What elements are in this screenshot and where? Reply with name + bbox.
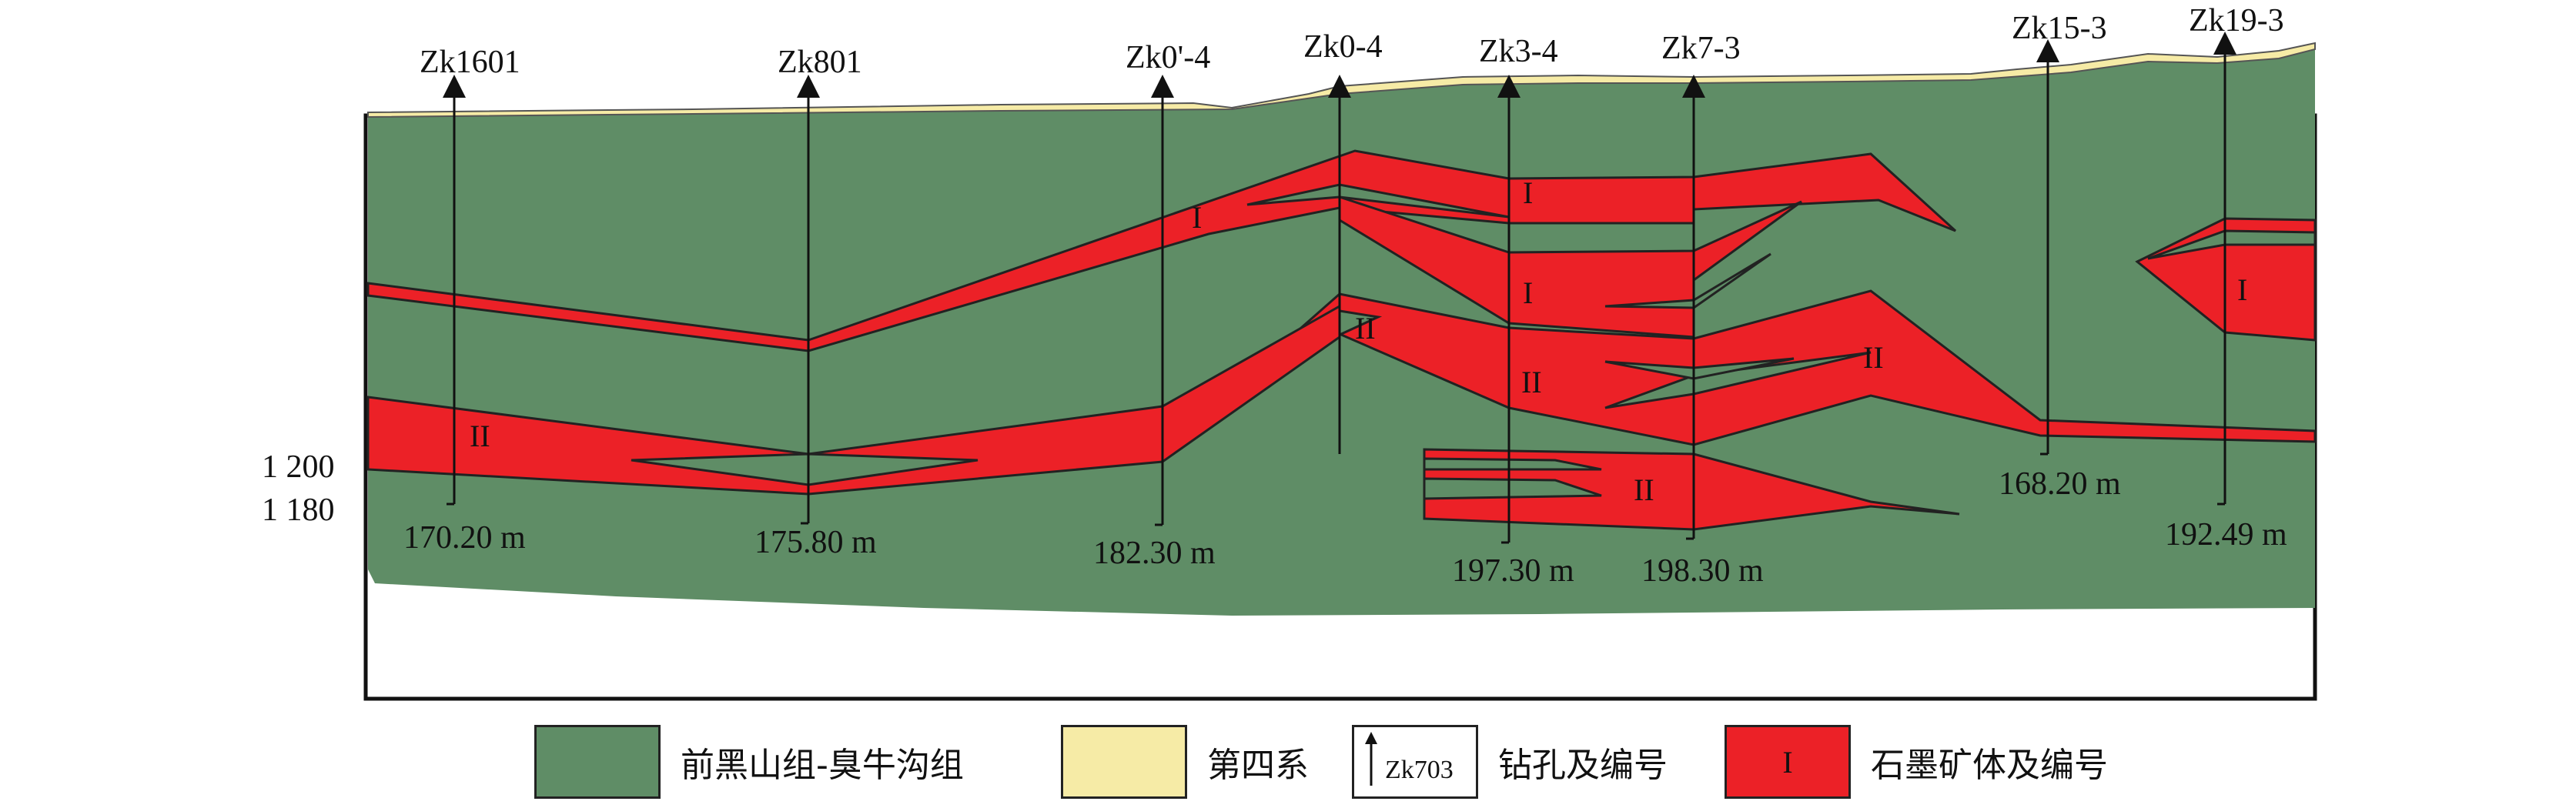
drillhole-depth: 198.30 m (1641, 553, 1764, 589)
drill-swatch: Zk703 (1352, 725, 1478, 799)
legend-item-quaternary: 第四系 (1061, 723, 1309, 800)
ore-body-label: I (1192, 200, 1202, 235)
ore-body-label: II (1355, 311, 1376, 346)
ore-gap-II-b (1604, 351, 1872, 409)
ore-body-label: II (1634, 472, 1654, 507)
ore-gap-II-lower-b (1423, 477, 1602, 500)
drillhole-depth: 192.49 m (2165, 517, 2287, 553)
ore-body-label: II (1521, 365, 1542, 399)
drillhole-name: Zk0-4 (1303, 29, 1383, 65)
drillhole-name: Zk3-4 (1479, 34, 1558, 69)
quaternary-swatch (1061, 725, 1187, 799)
legend-label: 前黑山组-臭牛沟组 (681, 746, 964, 785)
legend-label: 钻孔及编号 (1498, 746, 1668, 785)
legend-item-ore: I 石墨矿体及编号 (1725, 723, 2108, 800)
drillhole-name: Zk0'-4 (1126, 40, 1210, 75)
drillhole-name: Zk801 (778, 45, 862, 80)
ore-body-label: I (1523, 175, 1533, 210)
ore-sample-label: I (1782, 744, 1793, 780)
drillhole-depth: 170.20 m (403, 520, 526, 556)
elevation-label: 1 200 (262, 449, 335, 485)
drillhole-depth: 182.30 m (1093, 536, 1216, 571)
ore-gap-II-c (1604, 357, 1795, 380)
ore-body-label: II (1863, 340, 1884, 375)
legend-item-formation: 前黑山组-臭牛沟组 (534, 723, 964, 800)
drillhole-name: Zk1601 (420, 45, 520, 80)
drillhole-depth: 197.30 m (1452, 553, 1574, 589)
drillhole-depth: 168.20 m (1999, 466, 2121, 502)
legend-label: 石墨矿体及编号 (1871, 746, 2108, 785)
legend-label: 第四系 (1207, 746, 1309, 785)
cross-section: Zk1601 Zk801 Zk0'-4 Zk0-4 Zk3-4 Zk7-3 Zk… (262, 3, 2317, 701)
drill-sample-label: Zk703 (1385, 756, 1454, 784)
ore-gap-II-west (631, 452, 979, 486)
legend: 前黑山组-臭牛沟组 第四系 Zk703 钻孔及编号 I 石墨矿体及编号 (0, 723, 2576, 808)
drill-arrow-icon: Zk703 (1365, 732, 1454, 786)
drillholes (443, 32, 2236, 543)
legend-item-drill: Zk703 钻孔及编号 (1352, 723, 1668, 800)
ore-gap-I-middle (1604, 252, 1771, 309)
drillhole-name: Zk15-3 (2012, 11, 2107, 46)
ore-swatch: I (1725, 725, 1851, 799)
ore-gap-I-east (2147, 229, 2317, 260)
formation-swatch (534, 725, 661, 799)
drillhole-bottom-ticks (447, 452, 2225, 544)
drillhole-name: Zk7-3 (1661, 31, 1741, 66)
drillhole-name: Zk19-3 (2189, 3, 2284, 38)
ore-body-I-upper (366, 149, 1957, 352)
elevation-label: 1 180 (262, 492, 335, 528)
ore-body-label: I (2237, 272, 2247, 307)
ore-gap-II-lower-a (1423, 457, 1602, 471)
drillhole-depth: 175.80 m (754, 525, 877, 560)
ore-body-label: II (470, 419, 490, 453)
quaternary-cover (367, 42, 2316, 119)
ore-body-label: I (1523, 275, 1533, 310)
